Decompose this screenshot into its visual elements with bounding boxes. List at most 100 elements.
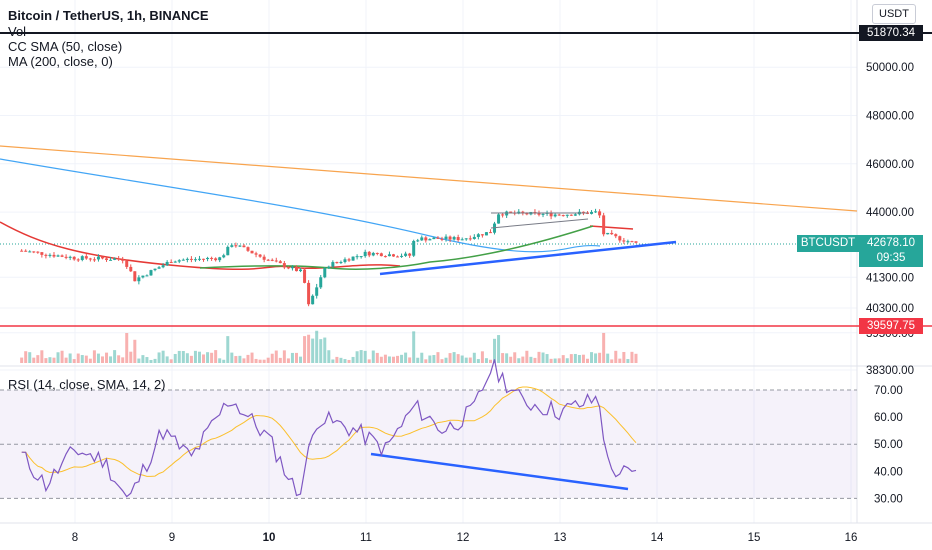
volume-bar — [137, 358, 141, 363]
volume-bar — [307, 334, 311, 363]
candle-body — [472, 236, 476, 239]
volume-bar — [266, 357, 270, 363]
volume-bar — [226, 336, 230, 363]
volume-bar — [581, 354, 585, 363]
candle-body — [262, 256, 266, 260]
ema-red-line — [0, 221, 401, 271]
candle-body — [169, 261, 173, 263]
volume-bar — [343, 359, 347, 363]
legend-rsi[interactable]: RSI (14, close, SMA, 14, 2) — [8, 377, 166, 392]
volume-bar — [117, 355, 121, 363]
candle-body — [404, 253, 408, 256]
volume-bar — [533, 357, 537, 363]
volume-bar — [630, 351, 634, 363]
candle-body — [214, 258, 218, 261]
rsi-axis-label: 60.00 — [874, 412, 903, 424]
candle-body — [424, 237, 428, 241]
volume-bar — [125, 333, 129, 363]
volume-bar — [210, 352, 214, 363]
candle-body — [52, 254, 56, 257]
candle-body — [521, 211, 525, 214]
volume-bar — [448, 353, 452, 363]
candle-body — [375, 252, 379, 254]
candle-body — [149, 270, 153, 276]
candle-body — [105, 258, 109, 260]
candle-body — [133, 271, 137, 282]
candle-body — [137, 277, 141, 282]
candle-body — [210, 257, 214, 259]
candle-body — [549, 212, 553, 217]
candle-body — [436, 237, 440, 239]
volume-bar — [480, 351, 484, 363]
volume-bar — [444, 357, 448, 363]
ascending-trendline — [379, 240, 677, 276]
rsi-line — [21, 359, 637, 498]
volume-bar — [294, 352, 298, 363]
candle-body — [250, 250, 254, 254]
volume-bar — [513, 352, 517, 363]
volume-bar — [371, 350, 375, 363]
legend-sma[interactable]: CC SMA (50, close) — [8, 39, 123, 54]
legend-ma[interactable]: MA (200, close, 0) — [8, 54, 113, 69]
volume-bar — [189, 355, 193, 363]
candle-body — [371, 252, 375, 256]
trendline-drawings[interactable] — [370, 212, 677, 491]
candle-body — [416, 240, 420, 242]
candle-body — [614, 234, 618, 237]
volume-bar — [420, 352, 424, 363]
candle-body — [92, 259, 96, 261]
symbol-title[interactable]: Bitcoin / TetherUS, 1h, BINANCE — [8, 8, 209, 23]
last-price-tag: 42678.10 09:35 — [859, 235, 923, 267]
candle-body — [266, 259, 270, 261]
volume-bar — [173, 353, 177, 363]
currency-button[interactable]: USDT — [872, 4, 916, 24]
volume-bar — [594, 353, 598, 363]
candle-body — [565, 214, 569, 216]
volume-bar — [185, 353, 189, 363]
volume-bar — [553, 358, 557, 363]
volume-bar — [488, 359, 492, 363]
candle-body — [197, 258, 201, 260]
candle-body — [238, 245, 242, 247]
volume-bar — [230, 352, 234, 363]
volume-bar — [521, 356, 525, 363]
candle-body — [626, 241, 630, 243]
volume-bar — [598, 352, 602, 363]
rsi-divergence-line — [370, 452, 629, 491]
volume-bar — [497, 335, 501, 363]
candle-body — [602, 215, 606, 235]
volume-bar — [218, 358, 222, 363]
volume-bar — [331, 359, 335, 363]
candle-body — [177, 260, 181, 262]
price-axis-label: 48000.00 — [866, 111, 914, 123]
candle-body — [84, 256, 88, 259]
candle-body — [20, 250, 24, 252]
candle-body — [622, 240, 626, 242]
candle-body — [412, 240, 416, 256]
axes: 50000.00 48000.00 46000.00 44000.00 41300.00… — [72, 62, 914, 544]
volume-bar — [464, 357, 468, 363]
rsi-ma-line — [21, 386, 637, 477]
candle-body — [68, 256, 72, 258]
legend-vol[interactable]: Vol — [8, 24, 27, 39]
candle-body — [351, 256, 355, 261]
candle-body — [234, 245, 238, 247]
volume-bar — [250, 352, 254, 363]
candle-body — [246, 247, 250, 251]
candle-body — [573, 214, 577, 216]
volume-bar — [64, 357, 68, 363]
candle-body — [286, 267, 290, 269]
candlesticks[interactable] — [20, 208, 638, 307]
volume-bar — [36, 355, 40, 363]
volume-bar — [100, 356, 104, 363]
candle-body — [590, 211, 594, 214]
rsi-pane[interactable] — [0, 359, 857, 499]
candle-body — [307, 282, 311, 305]
candle-body — [537, 212, 541, 215]
candle-body — [125, 260, 129, 267]
candle-body — [464, 238, 468, 240]
volume-bar — [290, 352, 294, 363]
candle-body — [561, 215, 565, 217]
price-axis-label: 38300.00 — [866, 365, 914, 377]
